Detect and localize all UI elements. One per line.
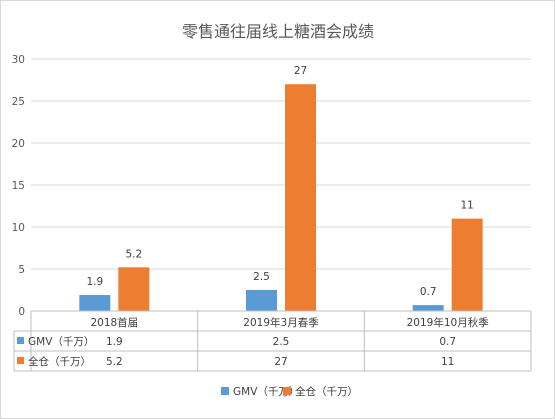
series-name: GMV（千万） <box>28 336 94 348</box>
legend-swatch <box>221 387 229 395</box>
gridlines <box>31 58 531 270</box>
data-label: 0.7 <box>420 286 437 298</box>
table-cell: 27 <box>274 356 287 368</box>
table-cell: 1.9 <box>106 336 123 348</box>
category-label: 2018首届 <box>90 316 138 329</box>
chart-title: 零售通往届线上糖酒会成绩 <box>182 22 374 41</box>
bar-quancang <box>451 218 483 311</box>
y-axis: 0 5 10 15 20 25 30 <box>12 54 25 318</box>
bar-gmv <box>412 305 444 311</box>
bar-quancang <box>118 267 150 311</box>
data-label: 5.2 <box>125 248 142 260</box>
category-label: 2019年3月春季 <box>243 316 319 329</box>
legend-label: GMV（千万） <box>233 386 299 398</box>
data-label: 1.9 <box>86 276 103 288</box>
series-key <box>17 357 24 364</box>
bars: 1.9 5.2 2.5 27 0.7 11 <box>79 65 483 311</box>
y-tick-label: 10 <box>12 222 25 234</box>
table-cell: 0.7 <box>439 336 456 348</box>
table-cell: 11 <box>441 356 454 368</box>
data-label: 11 <box>460 200 473 212</box>
y-tick-label: 20 <box>12 138 25 150</box>
y-tick-label: 30 <box>12 54 25 66</box>
table-cell: 5.2 <box>106 356 123 368</box>
category-label: 2019年10月秋季 <box>407 316 490 329</box>
y-tick-label: 25 <box>12 96 25 108</box>
legend: GMV（千万）全仓（千万） <box>221 385 358 398</box>
data-label: 27 <box>294 65 307 77</box>
legend-label: 全仓（千万） <box>295 385 358 398</box>
y-tick-label: 5 <box>18 264 25 276</box>
bar-quancang <box>285 84 316 311</box>
y-tick-label: 15 <box>12 180 25 192</box>
data-table: 2018首届 2019年3月春季 2019年10月秋季 GMV（千万） 1.9 2.5 0.… <box>13 310 532 372</box>
table-cell: 2.5 <box>273 336 290 348</box>
bar-gmv <box>246 290 277 311</box>
series-name: 全仓（千万） <box>28 355 91 368</box>
bar-gmv <box>79 295 111 311</box>
data-label: 2.5 <box>253 271 270 283</box>
y-tick-label: 0 <box>18 306 25 318</box>
legend-swatch <box>283 387 291 395</box>
series-key <box>17 337 24 344</box>
